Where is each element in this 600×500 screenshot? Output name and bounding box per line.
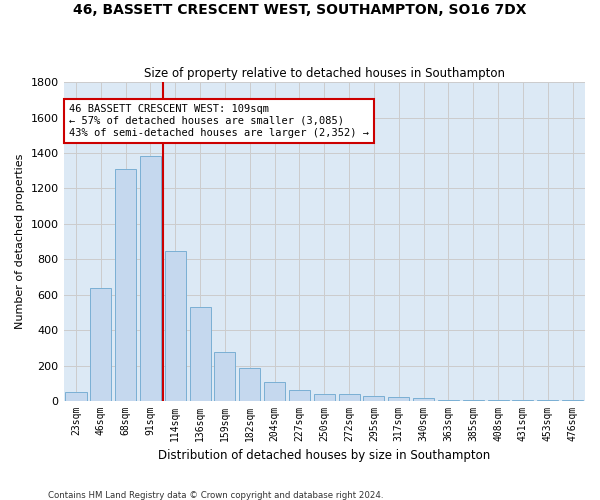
Bar [512, 400, 533, 401]
Title: Size of property relative to detached houses in Southampton: Size of property relative to detached ho… [144, 66, 505, 80]
Bar [239, 368, 260, 401]
Bar [388, 397, 409, 401]
Bar [190, 307, 211, 401]
Text: 46 BASSETT CRESCENT WEST: 109sqm
← 57% of detached houses are smaller (3,085)
43: 46 BASSETT CRESCENT WEST: 109sqm ← 57% o… [69, 104, 369, 138]
Bar [264, 382, 285, 401]
Bar [338, 394, 359, 401]
Bar [463, 400, 484, 401]
Text: 46, BASSETT CRESCENT WEST, SOUTHAMPTON, SO16 7DX: 46, BASSETT CRESCENT WEST, SOUTHAMPTON, … [73, 2, 527, 16]
Bar [90, 288, 112, 401]
Bar [562, 400, 583, 401]
X-axis label: Distribution of detached houses by size in Southampton: Distribution of detached houses by size … [158, 450, 490, 462]
Y-axis label: Number of detached properties: Number of detached properties [15, 154, 25, 329]
Bar [165, 251, 186, 401]
Bar [488, 400, 509, 401]
Bar [140, 156, 161, 401]
Bar [65, 392, 86, 401]
Bar [364, 396, 385, 401]
Bar [537, 400, 559, 401]
Bar [214, 352, 235, 401]
Bar [438, 400, 459, 401]
Bar [314, 394, 335, 401]
Bar [413, 398, 434, 401]
Bar [289, 390, 310, 401]
Bar [115, 169, 136, 401]
Text: Contains HM Land Registry data © Crown copyright and database right 2024.: Contains HM Land Registry data © Crown c… [48, 490, 383, 500]
